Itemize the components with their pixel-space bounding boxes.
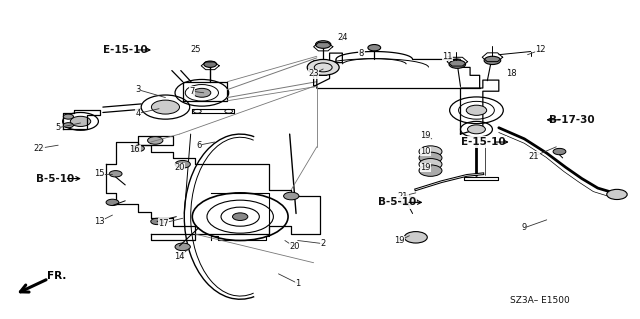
Text: 15: 15: [95, 169, 105, 178]
Circle shape: [368, 45, 381, 51]
Text: 21: 21: [529, 152, 539, 161]
Circle shape: [151, 218, 164, 225]
Text: 7: 7: [189, 87, 195, 96]
Text: 10: 10: [420, 147, 431, 156]
Text: 20: 20: [174, 163, 185, 172]
Circle shape: [63, 114, 74, 119]
Circle shape: [232, 213, 248, 220]
Text: 9: 9: [522, 223, 527, 232]
Circle shape: [419, 152, 442, 164]
Text: 5: 5: [56, 123, 61, 132]
Circle shape: [63, 123, 74, 128]
Text: 16: 16: [129, 145, 140, 154]
Circle shape: [193, 88, 211, 97]
Text: 21: 21: [398, 191, 408, 201]
Text: 14: 14: [174, 252, 185, 261]
Text: 6: 6: [196, 141, 202, 150]
Text: FR.: FR.: [47, 271, 66, 281]
Text: 19: 19: [420, 163, 431, 172]
Text: 3: 3: [135, 85, 141, 94]
Circle shape: [175, 160, 190, 168]
Text: SZ3A– E1500: SZ3A– E1500: [511, 296, 570, 305]
Circle shape: [132, 145, 145, 152]
Text: 8: 8: [359, 48, 364, 58]
Text: 13: 13: [94, 217, 105, 226]
Circle shape: [204, 61, 216, 67]
Circle shape: [467, 125, 485, 134]
Circle shape: [106, 199, 119, 205]
Circle shape: [399, 196, 417, 205]
Text: B-17-30: B-17-30: [549, 115, 595, 125]
Circle shape: [419, 165, 442, 176]
Circle shape: [307, 59, 339, 75]
Text: 19: 19: [420, 131, 431, 140]
Circle shape: [607, 189, 627, 199]
Text: 17: 17: [158, 219, 169, 227]
Text: E-15-10: E-15-10: [461, 137, 505, 147]
Text: 22: 22: [34, 144, 44, 153]
Text: 18: 18: [506, 69, 517, 78]
Circle shape: [316, 41, 331, 48]
Text: 2: 2: [321, 239, 326, 248]
Circle shape: [467, 105, 486, 115]
Circle shape: [109, 171, 122, 177]
Circle shape: [148, 137, 163, 144]
Circle shape: [152, 100, 179, 114]
Circle shape: [553, 148, 566, 155]
Circle shape: [484, 56, 500, 64]
Text: 12: 12: [535, 45, 545, 55]
Circle shape: [404, 232, 428, 243]
Circle shape: [419, 146, 442, 157]
Circle shape: [419, 159, 442, 170]
Text: 20: 20: [289, 242, 300, 251]
Text: 1: 1: [295, 279, 300, 288]
Text: B-5-10: B-5-10: [378, 197, 416, 207]
Circle shape: [175, 243, 190, 251]
Circle shape: [449, 60, 466, 68]
Text: 23: 23: [308, 69, 319, 78]
Circle shape: [284, 192, 299, 200]
Text: 19: 19: [395, 236, 405, 245]
Circle shape: [70, 116, 91, 126]
Text: B-5-10: B-5-10: [36, 174, 74, 183]
Text: 25: 25: [190, 45, 201, 55]
Text: 11: 11: [442, 52, 453, 61]
Text: E-15-10: E-15-10: [103, 45, 148, 55]
Text: 4: 4: [136, 109, 141, 118]
Text: 24: 24: [337, 33, 348, 42]
